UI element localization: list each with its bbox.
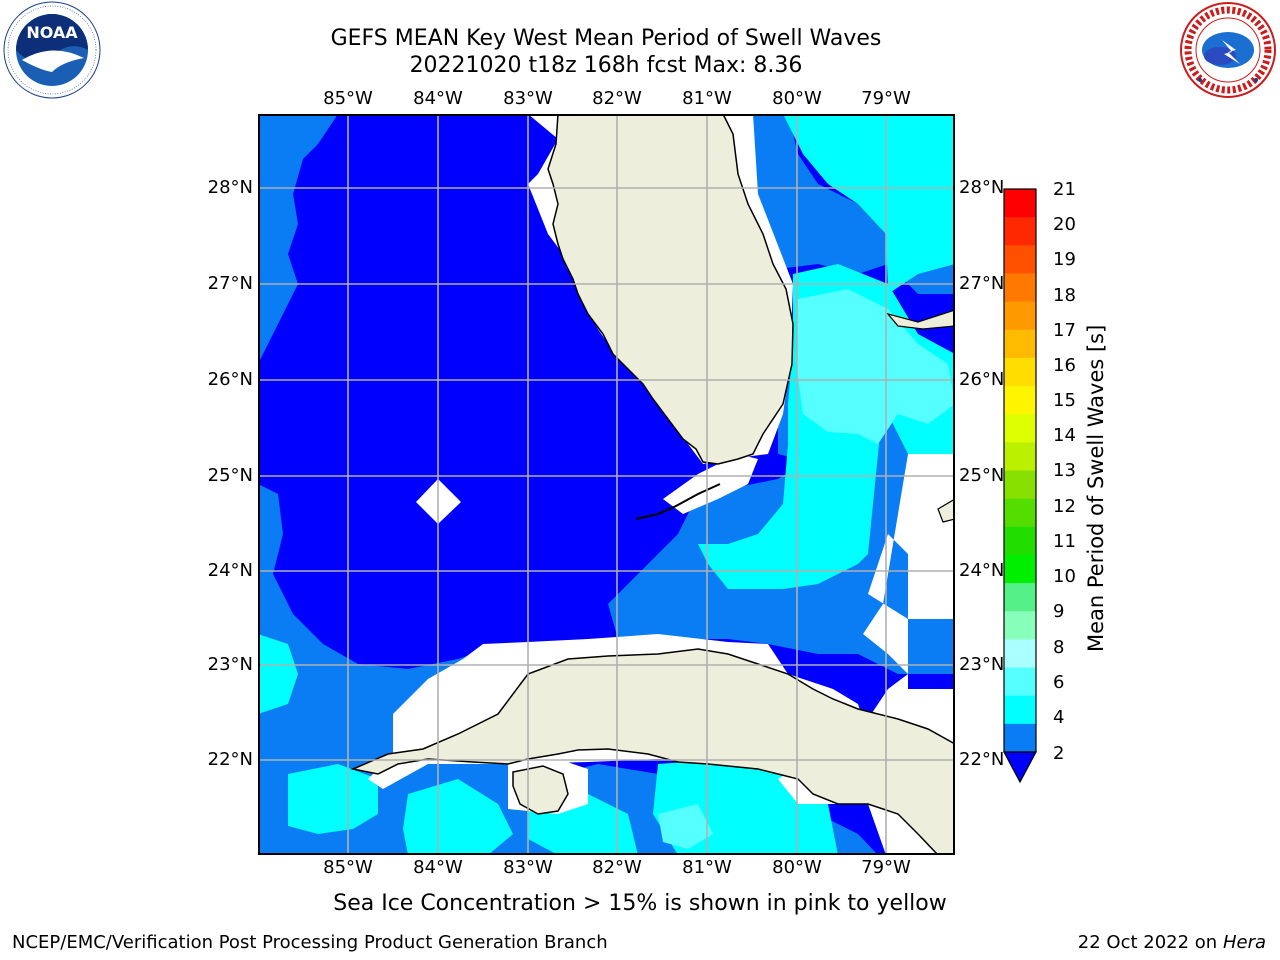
colorbar-segment <box>1004 245 1036 275</box>
lat-label-right: 28°N <box>959 177 1005 198</box>
ocean-8-9s-south <box>658 804 713 849</box>
ocean-4-6s-west-edge <box>258 114 338 364</box>
colorbar-segments <box>1004 189 1036 753</box>
colorbar-segment <box>1004 526 1036 556</box>
lon-label-bottom: 80°W <box>772 857 822 878</box>
lon-label-bottom: 85°W <box>323 857 373 878</box>
colorbar-tick-label: 21 <box>1053 179 1076 200</box>
colorbar-segment <box>1004 357 1036 387</box>
ocean-6-8s-southwest <box>258 634 298 714</box>
lon-label-top: 79°W <box>861 88 911 109</box>
lon-label-bottom: 84°W <box>413 857 463 878</box>
colorbar-tick-label: 8 <box>1053 637 1065 658</box>
colorbar-segment <box>1004 217 1036 246</box>
colorbar-segment <box>1004 583 1036 612</box>
lat-label-right: 26°N <box>959 369 1005 390</box>
colorbar-segment <box>1004 667 1036 697</box>
lat-label-right: 24°N <box>959 560 1005 581</box>
ocean-6-8s-northeast <box>783 114 955 294</box>
noaa-logo: NOAA <box>2 0 102 100</box>
land-bahamas-grand <box>886 309 955 330</box>
lat-label-right: 27°N <box>959 273 1005 294</box>
land-cuba <box>350 648 955 855</box>
lat-label-right: 25°N <box>959 465 1005 486</box>
lat-label-left: 28°N <box>207 177 253 198</box>
footer-credit: NCEP/EMC/Verification Post Processing Pr… <box>12 932 608 953</box>
ocean-8-9s-bahamas <box>796 289 955 444</box>
land-keys <box>635 483 721 520</box>
footer-date: 22 Oct 2022 on Hera <box>1078 932 1266 953</box>
land-florida <box>547 114 794 465</box>
forecast-map <box>258 114 955 855</box>
colorbar-segment <box>1004 498 1036 528</box>
footer-date-text: 22 Oct 2022 on <box>1077 932 1223 953</box>
map-subtitle: 20221020 t18z 168h fcst Max: 8.36 <box>409 53 803 78</box>
lon-label-top: 81°W <box>682 88 732 109</box>
sea-ice-caption: Sea Ice Concentration > 15% is shown in … <box>333 891 947 916</box>
colorbar-segment <box>1004 723 1036 753</box>
colorbar-segment <box>1004 414 1036 443</box>
colorbar-segment <box>1004 386 1036 415</box>
colorbar-frame <box>1003 188 1037 753</box>
lat-label-right: 23°N <box>959 654 1005 675</box>
lon-label-bottom: 82°W <box>592 857 642 878</box>
colorbar <box>1003 188 1037 784</box>
noaa-logo-text: NOAA <box>26 23 78 42</box>
footer-host: Hera <box>1222 932 1266 953</box>
colorbar-tick-label: 6 <box>1053 672 1065 693</box>
lon-label-bottom: 81°W <box>682 857 732 878</box>
colorbar-segment <box>1004 301 1036 331</box>
lon-label-top: 84°W <box>413 88 463 109</box>
lon-label-top: 82°W <box>592 88 642 109</box>
ocean-6-8s-south-2 <box>403 779 513 855</box>
lat-label-left: 22°N <box>207 749 253 770</box>
lat-label-left: 23°N <box>207 654 253 675</box>
colorbar-tick-label: 18 <box>1053 285 1076 306</box>
colorbar-segment <box>1004 554 1036 584</box>
colorbar-tick-label: 2 <box>1053 743 1065 764</box>
ocean-6-8s-south-1 <box>288 764 378 834</box>
colorbar-tick-label: 20 <box>1053 214 1076 235</box>
colorbar-tick-label: 10 <box>1053 566 1076 587</box>
colorbar-extend-triangle <box>1003 751 1037 784</box>
lat-label-left: 26°N <box>207 369 253 390</box>
colorbar-segment <box>1004 695 1036 725</box>
colorbar-title: Mean Period of Swell Waves [s] <box>1084 324 1108 652</box>
lat-label-left: 24°N <box>207 560 253 581</box>
colorbar-segment <box>1004 611 1036 640</box>
map-title: GEFS MEAN Key West Mean Period of Swell … <box>330 26 882 51</box>
colorbar-segment <box>1004 329 1036 359</box>
colorbar-segment <box>1004 273 1036 303</box>
land-bahamas-andros <box>937 498 955 523</box>
nws-logo <box>1178 0 1278 100</box>
lon-label-top: 85°W <box>323 88 373 109</box>
lon-label-bottom: 83°W <box>503 857 553 878</box>
land-isla-juventud <box>512 765 569 815</box>
lat-label-left: 25°N <box>207 465 253 486</box>
colorbar-segment <box>1004 442 1036 472</box>
colorbar-tick-label: 11 <box>1053 531 1076 552</box>
colorbar-tick-label: 15 <box>1053 390 1076 411</box>
colorbar-tick-label: 14 <box>1053 425 1076 446</box>
colorbar-tick-label: 13 <box>1053 460 1076 481</box>
colorbar-tick-label: 9 <box>1053 601 1065 622</box>
colorbar-tick-label: 17 <box>1053 320 1076 341</box>
lon-label-top: 83°W <box>503 88 553 109</box>
colorbar-tick-label: 16 <box>1053 355 1076 376</box>
gridlines <box>258 114 955 855</box>
colorbar-tick-label: 12 <box>1053 496 1076 517</box>
colorbar-segment <box>1004 639 1036 669</box>
colorbar-segment <box>1004 189 1036 218</box>
map-frame <box>258 114 955 855</box>
lat-label-left: 27°N <box>207 273 253 294</box>
lat-label-right: 22°N <box>959 749 1005 770</box>
lon-label-bottom: 79°W <box>861 857 911 878</box>
colorbar-tick-label: 19 <box>1053 249 1076 270</box>
colorbar-tick-label: 4 <box>1053 707 1065 728</box>
colorbar-segment <box>1004 470 1036 500</box>
lon-label-top: 80°W <box>772 88 822 109</box>
